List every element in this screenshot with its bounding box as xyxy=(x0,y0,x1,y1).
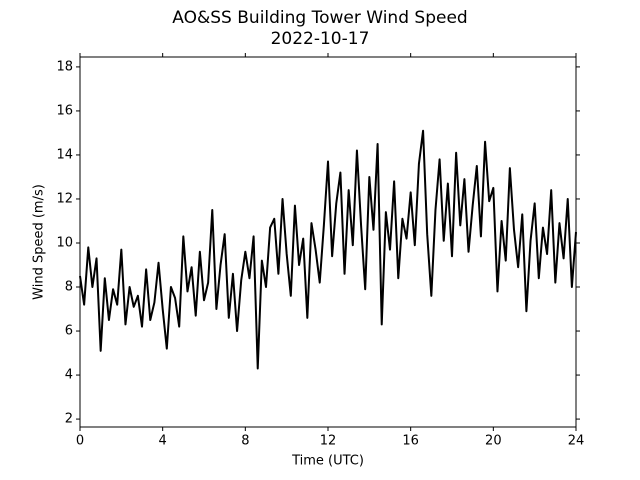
y-tick-label: 2 xyxy=(65,412,73,427)
x-tick-label: 0 xyxy=(76,434,84,449)
y-tick-label: 12 xyxy=(56,191,73,206)
x-tick-label: 12 xyxy=(320,434,337,449)
x-tick-label: 24 xyxy=(568,434,585,449)
x-tick-label: 20 xyxy=(485,434,502,449)
y-tick-label: 18 xyxy=(56,59,73,74)
x-tick-label: 4 xyxy=(159,434,167,449)
y-tick-label: 10 xyxy=(56,235,73,250)
y-tick-label: 8 xyxy=(65,280,73,295)
y-tick-label: 14 xyxy=(56,147,73,162)
x-tick-label: 8 xyxy=(241,434,249,449)
data-line xyxy=(79,129,577,370)
y-tick-label: 16 xyxy=(56,103,73,118)
y-tick-label: 4 xyxy=(65,368,73,383)
chart-title: AO&SS Building Tower Wind Speed xyxy=(172,8,467,28)
y-tick-label: 6 xyxy=(65,324,73,339)
chart-subtitle: 2022-10-17 xyxy=(271,29,370,49)
x-axis-label: Time (UTC) xyxy=(291,454,364,469)
x-tick-label: 16 xyxy=(402,434,419,449)
y-axis-label: Wind Speed (m/s) xyxy=(32,184,47,300)
